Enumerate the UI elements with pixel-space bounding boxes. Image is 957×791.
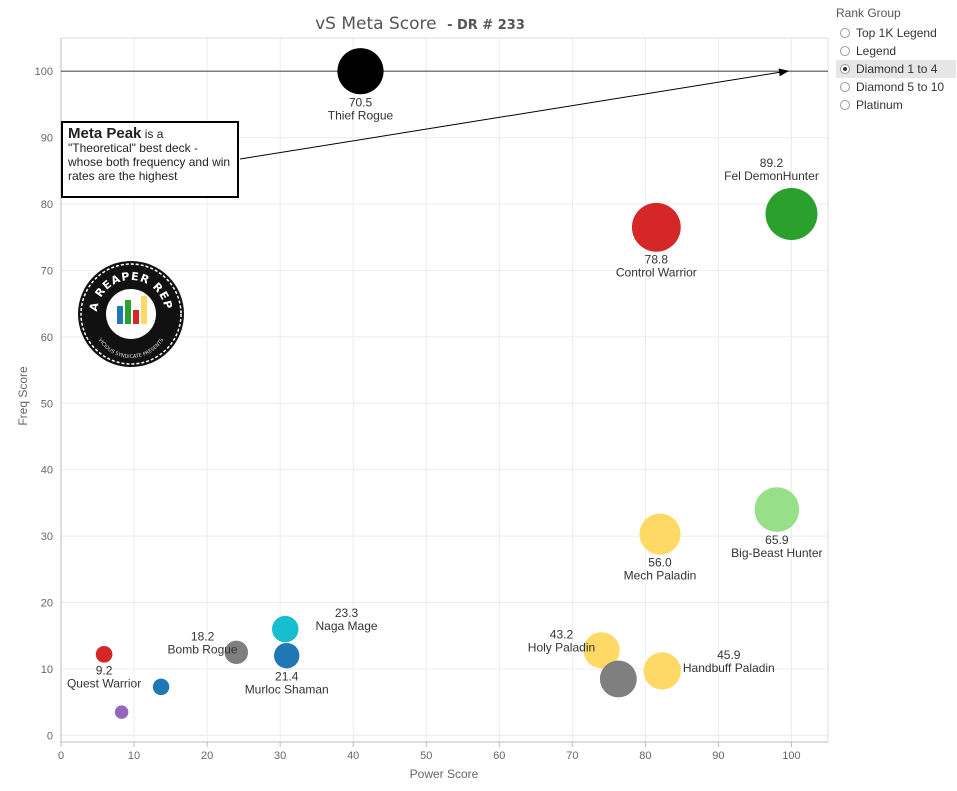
legend-title: Rank Group: [836, 6, 901, 20]
annotation-arrow: [239, 68, 789, 160]
point-deck-label: Holy Paladin: [528, 640, 595, 654]
y-tick-label: 40: [41, 465, 53, 477]
meta-peak-annotation: Meta Peak is a "Theoretical" best deck -…: [61, 121, 239, 198]
scatter-point[interactable]: [639, 513, 681, 555]
scatter-point[interactable]: [337, 48, 384, 95]
x-tick-label: 90: [712, 750, 724, 762]
scatter-point[interactable]: [754, 487, 800, 532]
legend-item-diamond-1-to-4[interactable]: Diamond 1 to 4: [836, 60, 956, 78]
point-deck-label: Fel DemonHunter: [724, 169, 819, 183]
x-tick-label: 30: [274, 750, 286, 762]
x-tick-label: 40: [347, 750, 359, 762]
legend-item-platinum[interactable]: Platinum: [836, 96, 956, 114]
x-tick-label: 10: [128, 750, 140, 762]
scatter-point[interactable]: [583, 632, 620, 669]
plot-frame: [60, 37, 829, 743]
y-tick-label: 20: [41, 598, 53, 610]
point-deck-label: Thief Rogue: [328, 108, 394, 122]
annotation-text: is a "Theoretical" best deck - whose bot…: [68, 127, 231, 183]
x-axis-ticks: 0 10 20 30 40 50 60 70 80 90 100: [58, 742, 801, 762]
y-tick-label: 100: [35, 66, 53, 78]
legend-label: Diamond 5 to 10: [856, 80, 945, 94]
annotation-strong: Meta Peak: [68, 125, 142, 142]
scatter-point[interactable]: [271, 615, 299, 643]
point-deck-label: Naga Mage: [316, 619, 378, 633]
point-score-label: 43.2: [550, 627, 574, 641]
scatter-point[interactable]: [631, 202, 681, 252]
y-tick-label: 50: [41, 398, 53, 410]
legend-item-diamond-5-to-10[interactable]: Diamond 5 to 10: [836, 78, 956, 96]
y-tick-label: 70: [41, 265, 53, 277]
radio-icon[interactable]: [840, 100, 850, 110]
radio-icon[interactable]: [840, 46, 850, 56]
radio-icon[interactable]: [840, 64, 850, 74]
y-tick-label: 90: [41, 133, 53, 145]
point-deck-label: Handbuff Paladin: [683, 661, 775, 675]
scatter-point[interactable]: [643, 652, 681, 690]
point-deck-label: Big-Beast Hunter: [731, 546, 822, 560]
x-tick-label: 20: [201, 750, 213, 762]
y-axis-title: Freq Score: [16, 366, 30, 426]
scatter-point[interactable]: [224, 640, 249, 665]
point-score-label: 21.4: [275, 669, 299, 683]
scatter-point[interactable]: [114, 705, 129, 719]
point-score-label: 56.0: [648, 556, 672, 570]
point-score-label: 45.9: [717, 648, 741, 662]
y-tick-label: 0: [47, 730, 53, 742]
legend-label: Top 1K Legend: [856, 26, 937, 40]
radio-icon[interactable]: [840, 82, 850, 92]
y-tick-label: 10: [41, 664, 53, 676]
x-tick-label: 70: [566, 750, 578, 762]
x-tick-label: 60: [493, 750, 505, 762]
point-deck-label: Murloc Shaman: [245, 682, 329, 696]
scatter-point[interactable]: [95, 645, 113, 663]
point-deck-label: Bomb Rogue: [168, 642, 238, 656]
scatter-point[interactable]: [765, 188, 818, 240]
legend-label: Legend: [856, 44, 897, 58]
point-score-label: 65.9: [765, 533, 789, 547]
legend-label: Diamond 1 to 4: [856, 62, 938, 76]
radio-icon[interactable]: [840, 28, 850, 38]
scatter-point[interactable]: [599, 660, 637, 698]
scatter-points: [95, 48, 818, 719]
y-axis-ticks: 0 10 20 30 40 50 60 70 80 90 100: [35, 66, 53, 742]
rank-group-legend: Rank Group Top 1K Legend Legend Diamond …: [836, 6, 956, 114]
x-axis-title: Power Score: [410, 767, 479, 781]
point-score-label: 23.3: [335, 606, 359, 620]
scatter-point[interactable]: [152, 678, 170, 696]
legend-item-top-1k-legend[interactable]: Top 1K Legend: [836, 24, 956, 42]
point-deck-label: Control Warrior: [616, 266, 697, 280]
point-deck-label: Mech Paladin: [624, 569, 697, 583]
y-tick-label: 60: [41, 332, 53, 344]
x-tick-label: 50: [420, 750, 432, 762]
point-score-label: 89.2: [760, 156, 784, 170]
point-score-label: 18.2: [191, 629, 215, 643]
y-tick-label: 30: [41, 531, 53, 543]
point-deck-label: Quest Warrior: [67, 677, 141, 691]
x-tick-label: 100: [782, 750, 800, 762]
point-score-label: 70.5: [349, 95, 373, 109]
point-score-label: 9.2: [96, 664, 113, 678]
x-tick-label: 0: [58, 750, 64, 762]
data-reaper-logo: DATA REAPER REPORT VICIOUS SYNDICATE PRE…: [77, 260, 184, 367]
x-tick-label: 80: [639, 750, 651, 762]
y-tick-label: 80: [41, 199, 53, 211]
legend-label: Platinum: [856, 98, 903, 112]
legend-item-legend[interactable]: Legend: [836, 42, 956, 60]
chart-title: vS Meta Score - DR # 233: [315, 14, 525, 34]
point-score-label: 78.8: [645, 253, 669, 267]
scatter-point[interactable]: [273, 642, 300, 669]
